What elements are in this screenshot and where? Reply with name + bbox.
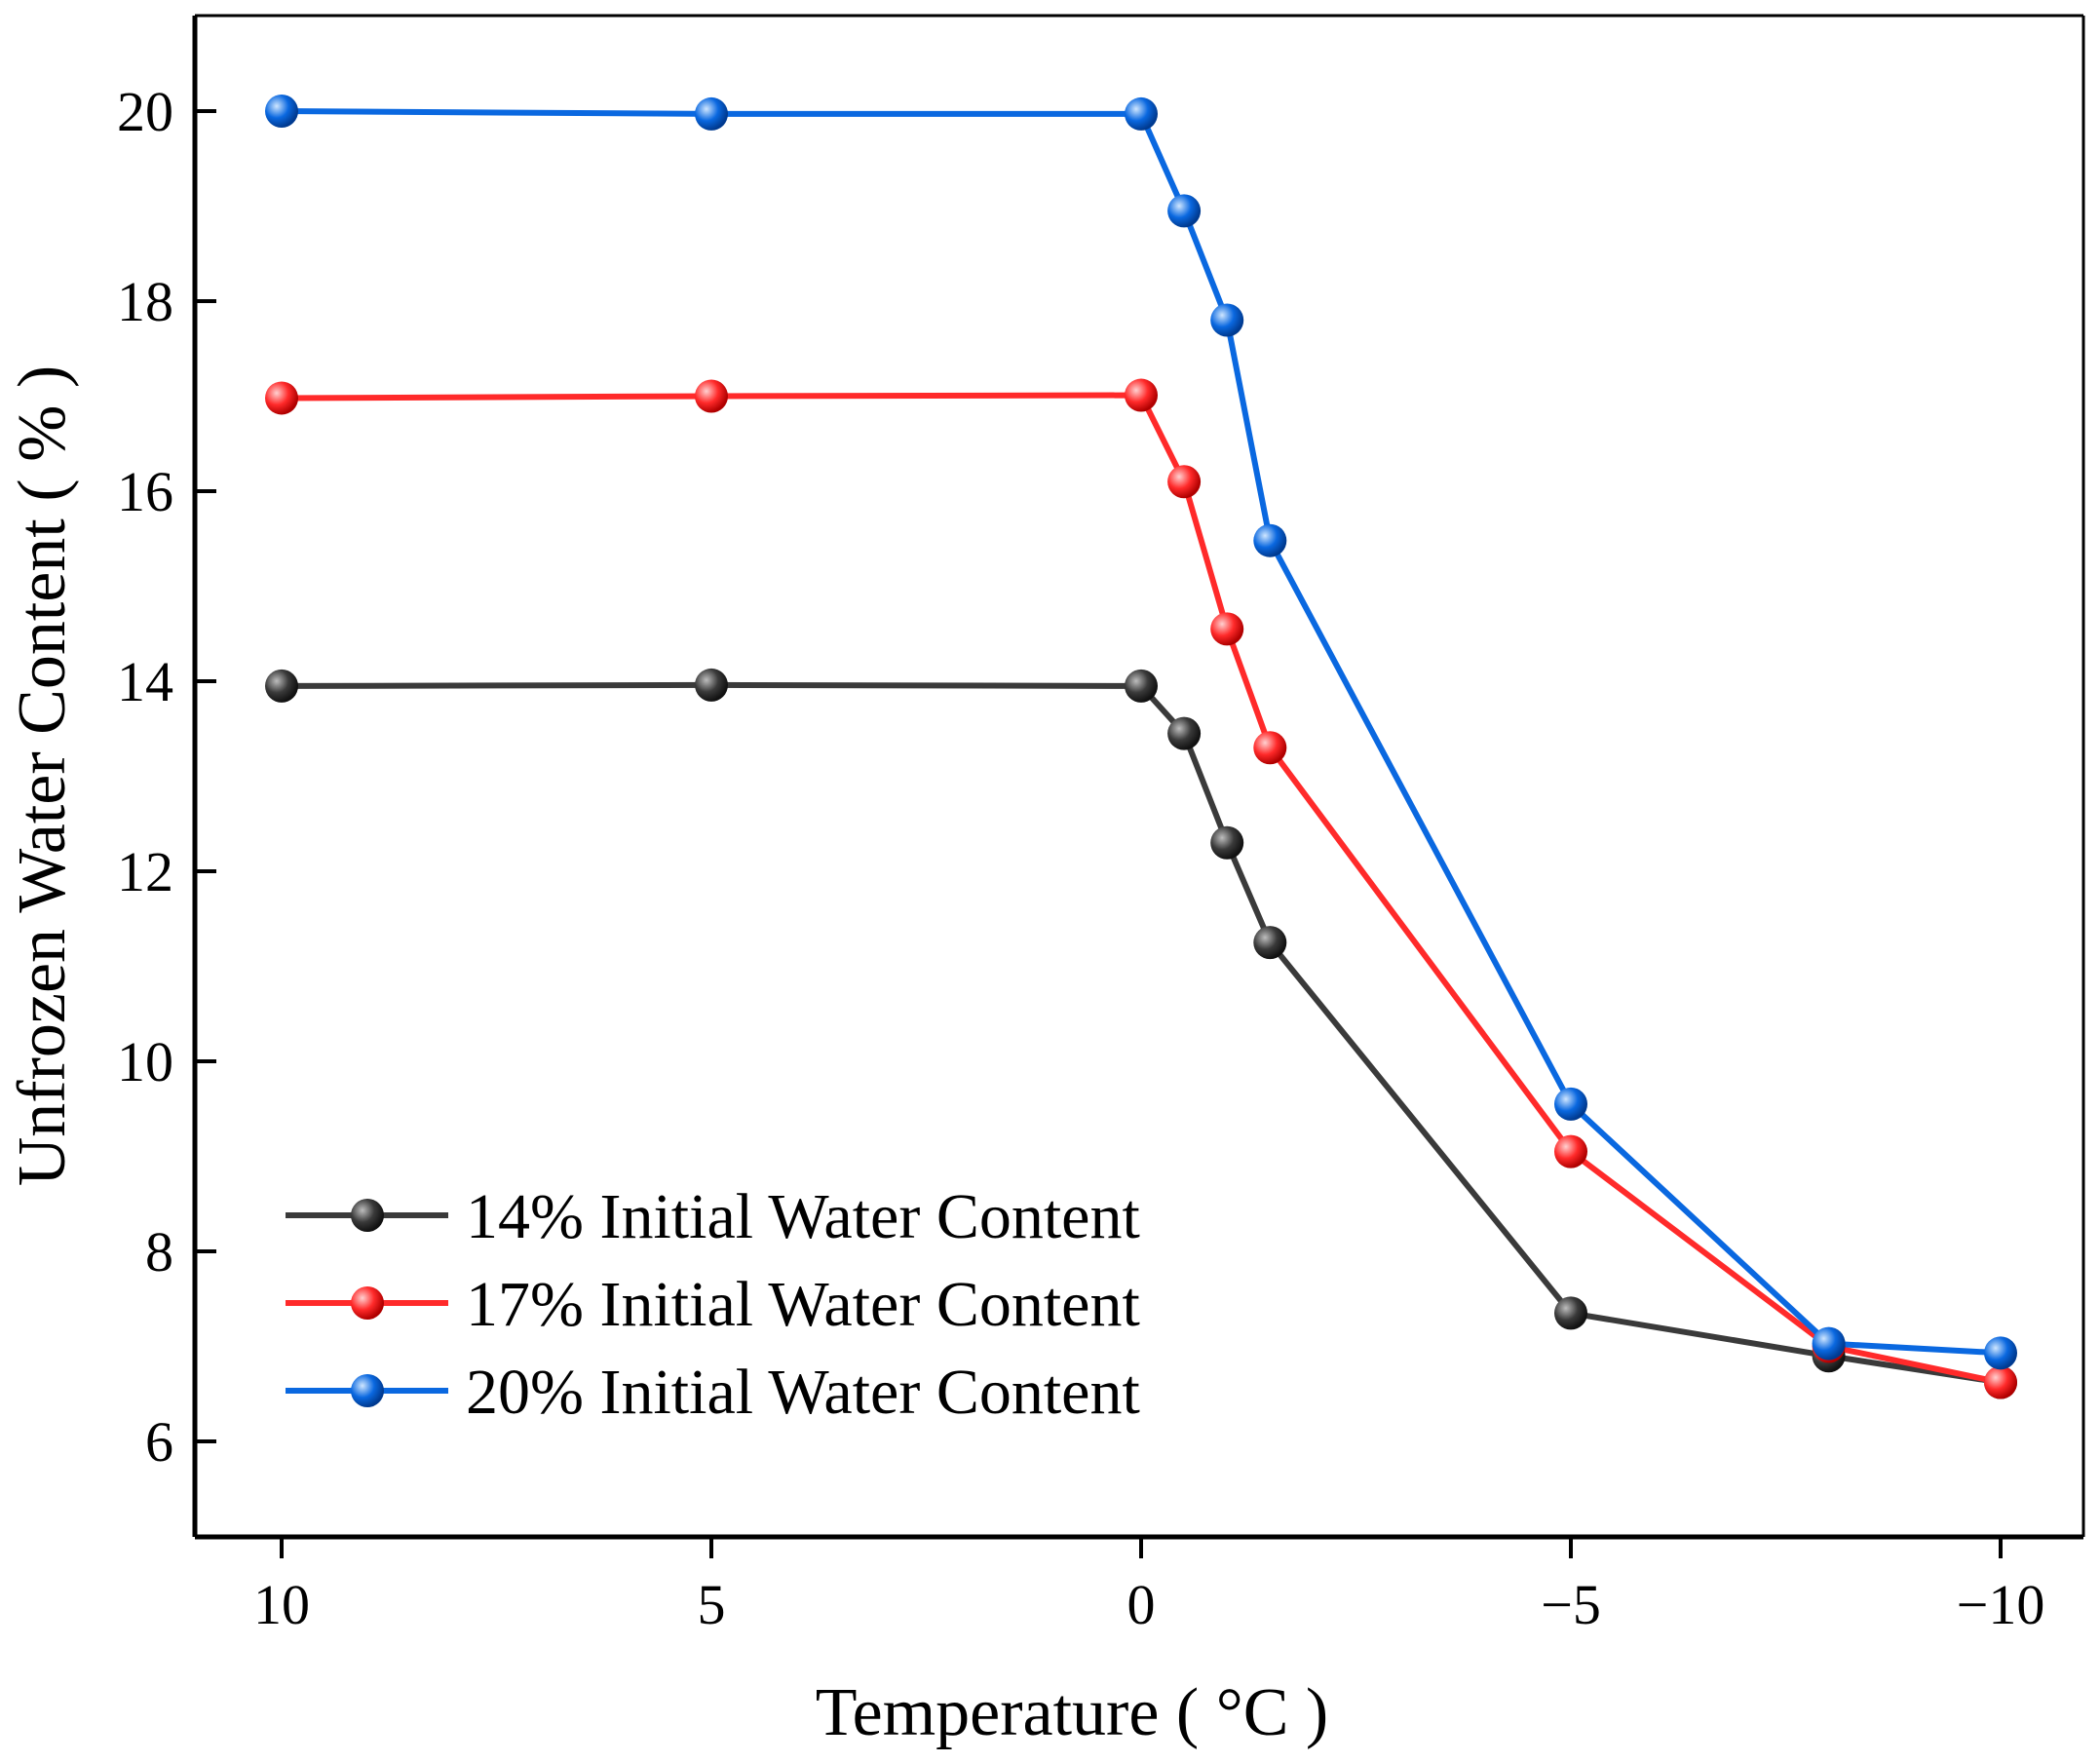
data-point [1253, 523, 1287, 557]
data-point [265, 669, 298, 703]
series-layer [265, 95, 2017, 1399]
legend-marker [351, 1374, 384, 1407]
data-point [1812, 1326, 1846, 1361]
y-tick-label: 20 [117, 80, 173, 143]
data-point [1210, 612, 1244, 646]
data-point [1167, 465, 1202, 499]
y-tick-label: 16 [117, 460, 173, 523]
y-tick-label: 18 [117, 270, 173, 333]
x-tick-label: −10 [1957, 1573, 2045, 1636]
data-point [1125, 669, 1158, 703]
data-point [1253, 926, 1287, 960]
y-tick-label: 6 [145, 1410, 173, 1474]
data-point [1210, 825, 1244, 860]
data-point [1984, 1336, 2017, 1370]
x-tick-label: 0 [1127, 1573, 1156, 1636]
x-axis-ticks: 10 5 0 −5 −10 [253, 1537, 2044, 1636]
legend-marker [351, 1286, 384, 1320]
legend-marker [351, 1199, 384, 1232]
x-tick-label: 5 [698, 1573, 726, 1636]
plot-frame [192, 14, 2085, 1540]
legend: 14% Initial Water Content 17% Initial Wat… [286, 1181, 1140, 1428]
data-point [695, 668, 728, 702]
data-point [1167, 716, 1202, 750]
data-point [1984, 1365, 2017, 1399]
y-axis-title: Unfrozen Water Content ( % ) [5, 365, 80, 1187]
series-line [281, 108, 2002, 1357]
data-point [1554, 1087, 1587, 1121]
data-point [1167, 194, 1202, 228]
x-axis-title: Temperature ( °C ) [816, 1675, 1328, 1750]
data-point [695, 379, 728, 413]
data-point [1554, 1134, 1587, 1169]
y-axis-ticks: 6 8 10 12 14 16 18 20 [117, 80, 216, 1474]
data-point [1554, 1296, 1587, 1330]
data-point [1125, 96, 1158, 131]
y-tick-label: 8 [145, 1220, 173, 1284]
data-point [695, 96, 728, 131]
y-tick-label: 10 [117, 1030, 173, 1093]
legend-label: 17% Initial Water Content [466, 1269, 1140, 1340]
y-tick-label: 14 [117, 650, 173, 713]
data-point [265, 95, 298, 128]
data-point [1210, 303, 1244, 337]
y-tick-label: 12 [117, 840, 173, 903]
data-point [265, 381, 298, 415]
legend-label: 20% Initial Water Content [466, 1357, 1140, 1428]
x-tick-label: −5 [1541, 1573, 1601, 1636]
data-point [1253, 731, 1287, 765]
legend-label: 14% Initial Water Content [466, 1181, 1140, 1252]
data-point [1125, 378, 1158, 412]
x-tick-label: 10 [253, 1573, 310, 1636]
